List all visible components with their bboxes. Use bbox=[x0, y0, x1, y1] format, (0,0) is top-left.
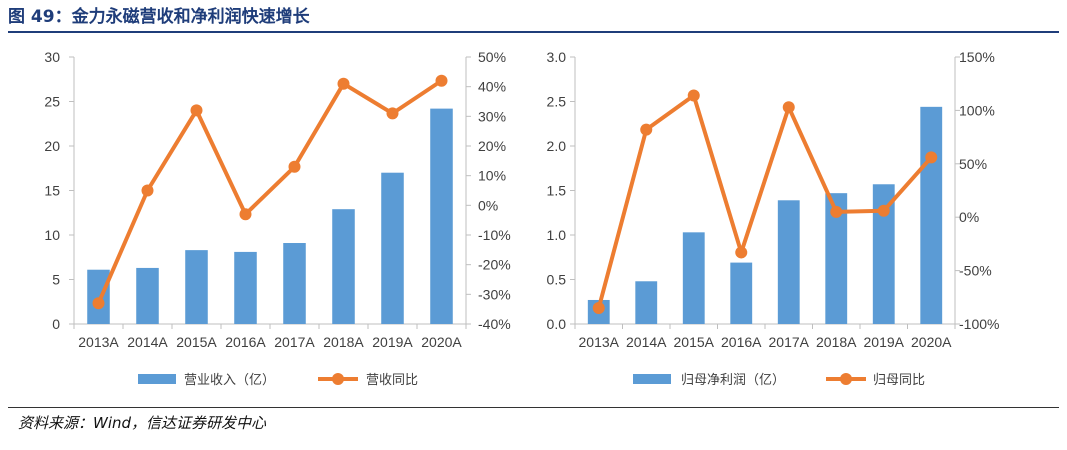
right-axis-tick-label: 10% bbox=[478, 168, 506, 184]
left-axis-tick-label: 1.5 bbox=[547, 183, 567, 199]
legend-line-marker bbox=[332, 373, 344, 385]
growth-line bbox=[596, 93, 933, 309]
bar bbox=[430, 108, 453, 325]
footer-divider bbox=[8, 407, 1059, 408]
x-axis-category-label: 2020A bbox=[911, 334, 952, 350]
bar bbox=[920, 106, 943, 324]
right-axis-tick-label: 150% bbox=[959, 49, 995, 65]
x-axis-category-label: 2015A bbox=[674, 334, 715, 350]
left-axis-tick-label: 1.0 bbox=[547, 227, 567, 243]
right-axis-tick-label: 0% bbox=[478, 197, 498, 213]
growth-point bbox=[190, 104, 203, 117]
legend-line-label: 营收同比 bbox=[366, 372, 418, 387]
left-axis-tick-label: 10 bbox=[44, 227, 60, 243]
x-axis-category-label: 2013A bbox=[78, 334, 119, 350]
x-axis-category-label: 2020A bbox=[421, 334, 462, 350]
left-axis-tick-label: 0.0 bbox=[547, 316, 567, 332]
x-axis-category-label: 2019A bbox=[864, 334, 905, 350]
x-axis-category-label: 2019A bbox=[372, 334, 413, 350]
left-axis-tick-label: 25 bbox=[44, 94, 60, 110]
revenue-chart: 0 5 10 15 20 25 30 -40% -30% -20% -10% 0% 10% 20% 30% 4… bbox=[44, 49, 511, 387]
left-axis-tick-label: 20 bbox=[44, 138, 60, 154]
bar bbox=[777, 200, 800, 324]
right-axis-tick-label: -50% bbox=[959, 263, 992, 279]
growth-line bbox=[96, 79, 443, 305]
left-axis-tick-label: 0 bbox=[52, 316, 60, 332]
right-axis-tick-label: -40% bbox=[478, 316, 511, 332]
bar bbox=[136, 267, 159, 324]
legend-bar-label: 营业收入（亿） bbox=[184, 372, 275, 387]
growth-point bbox=[239, 208, 252, 221]
right-axis-tick-label: -20% bbox=[478, 257, 511, 273]
right-axis-tick-label: -30% bbox=[478, 286, 511, 302]
right-axis-tick-label: 30% bbox=[478, 108, 506, 124]
legend-line-marker bbox=[840, 373, 852, 385]
left-axis-tick-label: 30 bbox=[44, 49, 60, 65]
left-axis-tick-label: 3.0 bbox=[547, 49, 567, 65]
source-note: 资料来源：Wind，信达证券研发中心 bbox=[18, 414, 267, 432]
legend-line-label: 归母同比 bbox=[873, 372, 925, 387]
x-axis-category-label: 2018A bbox=[323, 334, 364, 350]
x-axis-category-label: 2014A bbox=[626, 334, 667, 350]
growth-point bbox=[592, 301, 605, 314]
bar bbox=[381, 172, 404, 324]
right-axis-tick-label: 0% bbox=[959, 209, 979, 225]
bar bbox=[185, 250, 208, 324]
title-divider bbox=[8, 31, 1059, 33]
bar bbox=[730, 262, 753, 324]
growth-point bbox=[141, 184, 154, 197]
growth-point bbox=[640, 123, 653, 136]
left-axis-tick-label: 2.0 bbox=[547, 138, 567, 154]
growth-point bbox=[337, 77, 350, 90]
net-profit-chart: 0.0 0.5 1.0 1.5 2.0 2.5 3.0 -100% -50% 0% 50% 100% 1… bbox=[547, 49, 1000, 387]
x-axis-category-label: 2017A bbox=[274, 334, 315, 350]
growth-point bbox=[687, 89, 700, 102]
bar bbox=[825, 193, 848, 324]
x-axis-category-label: 2016A bbox=[225, 334, 266, 350]
growth-point bbox=[435, 74, 448, 87]
figure-title-bar: 图 49：金力永磁营收和净利润快速增长 bbox=[8, 4, 1059, 30]
x-axis-category-label: 2015A bbox=[176, 334, 217, 350]
growth-point bbox=[830, 205, 843, 218]
right-axis-tick-label: 40% bbox=[478, 79, 506, 95]
bar bbox=[234, 251, 257, 324]
x-axis-category-label: 2017A bbox=[769, 334, 810, 350]
legend-bar-label: 归母净利润（亿） bbox=[681, 372, 785, 387]
growth-point bbox=[288, 160, 301, 173]
x-axis-category-label: 2013A bbox=[579, 334, 620, 350]
bar bbox=[87, 269, 110, 324]
left-axis-tick-label: 15 bbox=[44, 183, 60, 199]
bar bbox=[283, 243, 306, 324]
bar bbox=[872, 184, 895, 324]
x-axis-category-label: 2014A bbox=[127, 334, 168, 350]
growth-point bbox=[782, 101, 795, 114]
right-axis-tick-label: 20% bbox=[478, 138, 506, 154]
left-axis-tick-label: 5 bbox=[52, 272, 60, 288]
x-axis-category-label: 2016A bbox=[721, 334, 762, 350]
legend-bar-swatch bbox=[633, 374, 671, 384]
right-axis-tick-label: 100% bbox=[959, 102, 995, 118]
bar bbox=[682, 232, 705, 324]
bar bbox=[635, 281, 658, 324]
right-axis-tick-label: -100% bbox=[959, 316, 999, 332]
growth-point bbox=[877, 204, 890, 217]
figure-title: 图 49：金力永磁营收和净利润快速增长 bbox=[8, 7, 310, 27]
growth-point bbox=[386, 107, 399, 120]
right-axis-tick-label: -10% bbox=[478, 227, 511, 243]
bar bbox=[332, 209, 355, 324]
x-axis-category-label: 2018A bbox=[816, 334, 857, 350]
right-axis-tick-label: 50% bbox=[959, 156, 987, 172]
left-axis-tick-label: 0.5 bbox=[547, 272, 567, 288]
right-axis-tick-label: 50% bbox=[478, 49, 506, 65]
growth-point bbox=[925, 151, 938, 164]
legend-bar-swatch bbox=[138, 374, 176, 384]
left-axis-tick-label: 2.5 bbox=[547, 94, 567, 110]
growth-point bbox=[92, 297, 105, 310]
growth-point bbox=[735, 246, 748, 259]
